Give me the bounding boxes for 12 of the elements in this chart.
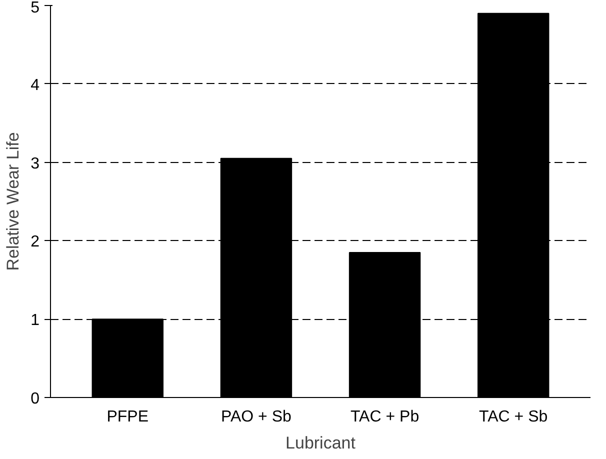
y-tick-label: 4 bbox=[30, 76, 40, 94]
y-axis-title: Relative Wear Life bbox=[4, 132, 23, 271]
x-tick-label: PFPE bbox=[106, 408, 149, 426]
y-tick-label: 2 bbox=[30, 234, 40, 251]
y-tick-label: 5 bbox=[30, 0, 40, 16]
x-axis-title: Lubricant bbox=[286, 434, 356, 452]
x-tick-label: TAC + Pb bbox=[350, 408, 420, 426]
y-tick-label: 3 bbox=[30, 155, 40, 172]
y-tick-label: 1 bbox=[30, 312, 40, 330]
y-tick-label: 0 bbox=[30, 390, 40, 408]
x-tick-label: PAO + Sb bbox=[221, 408, 292, 426]
x-tick-label: TAC + Sb bbox=[479, 408, 548, 426]
